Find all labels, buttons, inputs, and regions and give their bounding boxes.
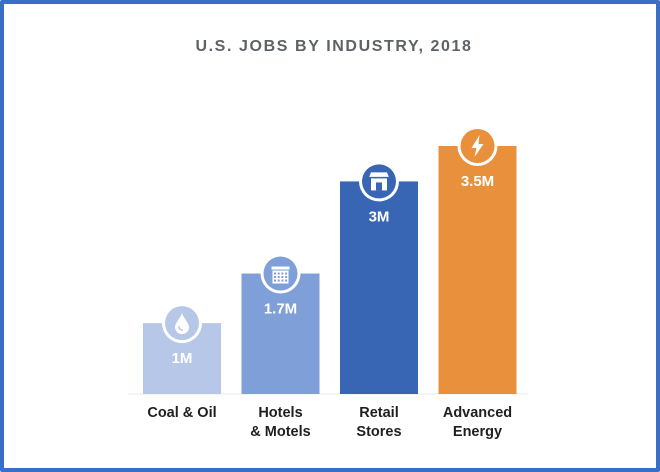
oil-drop-icon [162, 303, 202, 344]
bar-1 [241, 273, 320, 394]
store-icon [359, 161, 399, 202]
category-label-3: Advanced Energy [443, 405, 512, 440]
bar-3 [438, 146, 517, 394]
lightning-icon [457, 126, 498, 166]
category-label-0: Coal & Oil [147, 405, 216, 421]
value-label-0: 1M [172, 350, 193, 367]
chart-title: U.S. JOBS BY INDUSTRY, 2018 [195, 38, 473, 55]
bar-2 [340, 181, 418, 394]
value-label-2: 3M [369, 208, 390, 225]
value-label-3: 3.5M [461, 173, 494, 190]
category-label-1: Hotels & Motels [250, 405, 310, 440]
value-label-1: 1.7M [264, 301, 297, 318]
hotel-icon [260, 253, 301, 294]
category-label-2: Retail Stores [356, 405, 401, 440]
